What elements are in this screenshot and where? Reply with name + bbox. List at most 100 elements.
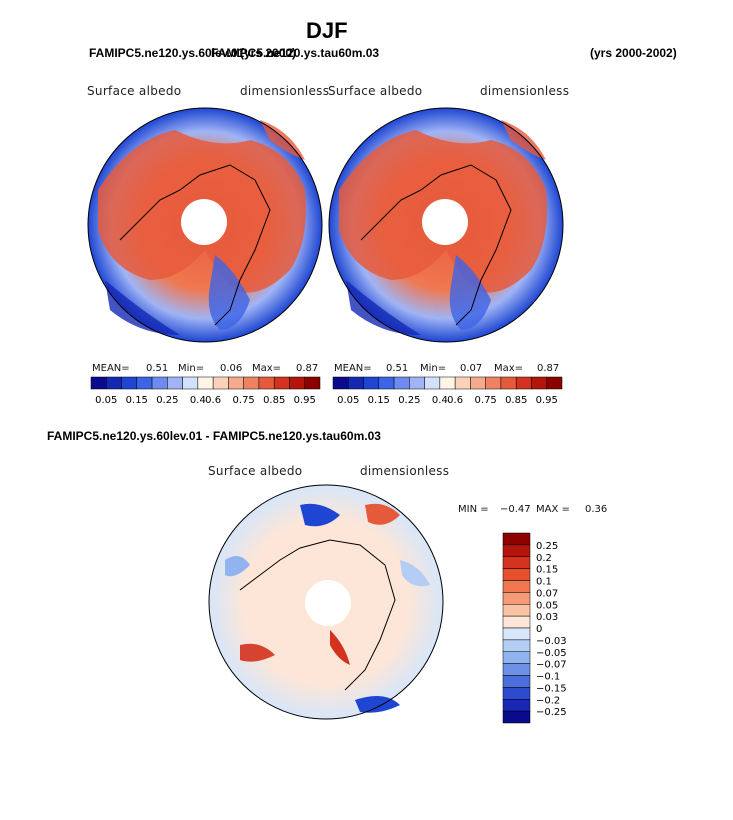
panel3-min-label: MIN = xyxy=(458,504,489,515)
colorbar-1-swatch xyxy=(121,376,138,390)
colorbar-2-tick-label: 0.75 xyxy=(475,395,497,406)
colorbar-diff-tick-label: 0.15 xyxy=(536,565,558,576)
polar-map-2 xyxy=(328,107,564,343)
colorbar-diff-swatch xyxy=(502,580,531,593)
colorbar-diff-swatch xyxy=(502,699,531,712)
colorbar-diff-tick-label: −0.2 xyxy=(536,695,560,706)
colorbar-1-tick-label: 0.4 xyxy=(190,395,206,406)
panel2-variable: Surface albedo xyxy=(328,84,423,98)
colorbar-2-swatch xyxy=(332,376,349,390)
panel3-units: dimensionless xyxy=(360,464,450,478)
panel1-min-label: Min= xyxy=(178,363,205,374)
colorbar-1-swatch xyxy=(167,376,183,390)
colorbar-diff: 0.250.20.150.10.070.050.030−0.03−0.05−0.… xyxy=(502,532,567,724)
colorbar-diff-tick-label: −0.05 xyxy=(536,648,567,659)
colorbar-1-swatch xyxy=(151,376,168,390)
polar-map-1 xyxy=(87,107,323,343)
panel1-case-label: FAMIPC5.ne120.ys.60lev.01 xyxy=(89,46,245,60)
colorbar-diff-swatch xyxy=(502,532,531,546)
colorbar-1-swatch xyxy=(304,376,321,390)
colorbar-2-tick-label: 0.25 xyxy=(398,395,420,406)
panel2-case-label: FAMIPC5.ne120.ys.tau60m.03 xyxy=(211,46,380,60)
panel2-units: dimensionless xyxy=(480,84,570,98)
colorbar-diff-swatch xyxy=(502,710,531,724)
colorbar-2-swatch xyxy=(515,376,532,390)
colorbar-diff-swatch xyxy=(502,651,531,664)
panel2-years-label: (yrs 2000-2002) xyxy=(590,46,677,60)
colorbar-2-tick-label: 0.05 xyxy=(337,395,359,406)
colorbar-2-swatch xyxy=(485,376,502,390)
page-title: DJF xyxy=(306,18,348,43)
panel2-max-label: Max= xyxy=(494,363,524,374)
colorbar-2-swatch xyxy=(470,376,486,390)
panel3-variable: Surface albedo xyxy=(208,464,303,478)
colorbar-1-swatch xyxy=(106,376,122,390)
colorbar-diff-swatch xyxy=(502,604,531,617)
panel1-max-value: 0.87 xyxy=(296,363,319,374)
colorbar-2-swatch xyxy=(378,376,395,390)
colorbar-1-tick-label: 0.75 xyxy=(233,395,255,406)
colorbar-panel-1: 0.05 0.15 0.25 0.4 0.6 0.75 0.85 0.95 xyxy=(90,376,321,406)
colorbar-diff-tick-label: 0 xyxy=(536,624,542,635)
colorbar-diff-swatch xyxy=(502,687,531,700)
colorbar-2-tick-label: 0.15 xyxy=(368,395,390,406)
colorbar-1-tick-label: 0.05 xyxy=(95,395,117,406)
colorbar-2-swatch xyxy=(531,376,547,390)
panel1-variable: Surface albedo xyxy=(87,84,182,98)
colorbar-2-swatch xyxy=(454,376,471,390)
colorbar-2-swatch xyxy=(424,376,441,390)
colorbar-1-tick-label: 0.15 xyxy=(126,395,148,406)
colorbar-diff-swatch xyxy=(502,627,531,641)
colorbar-2-tick-label: 0.4 xyxy=(432,395,448,406)
colorbar-2-swatch xyxy=(363,376,380,390)
panel1-units: dimensionless xyxy=(240,84,330,98)
colorbar-1-swatch xyxy=(273,376,290,390)
colorbar-2-swatch xyxy=(500,376,517,390)
panel2-mean-value: 0.51 xyxy=(386,363,409,374)
colorbar-2-tick-label: 0.95 xyxy=(536,395,558,406)
colorbar-diff-tick-label: 0.05 xyxy=(536,600,558,611)
colorbar-diff-tick-label: −0.25 xyxy=(536,707,567,718)
colorbar-1-swatch xyxy=(90,376,107,390)
panel2-min-label: Min= xyxy=(420,363,447,374)
panel2-mean-label: MEAN= xyxy=(334,363,372,374)
colorbar-1-swatch xyxy=(258,376,275,390)
panel1-min-value: 0.06 xyxy=(220,363,243,374)
panel2-min-value: 0.07 xyxy=(460,363,483,374)
colorbar-diff-swatch xyxy=(502,544,531,557)
colorbar-panel-2: 0.05 0.15 0.25 0.4 0.6 0.75 0.85 0.95 xyxy=(332,376,563,406)
colorbar-diff-tick-label: −0.1 xyxy=(536,672,560,683)
colorbar-diff-tick-label: 0.25 xyxy=(536,541,558,552)
colorbar-diff-tick-label: 0.03 xyxy=(536,612,558,623)
panel3-case-label: FAMIPC5.ne120.ys.60lev.01 - FAMIPC5.ne12… xyxy=(47,429,381,443)
colorbar-1-tick-label: 0.25 xyxy=(156,395,178,406)
colorbar-1-swatch xyxy=(197,376,214,390)
colorbar-diff-swatch xyxy=(502,615,531,629)
panel1-mean-value: 0.51 xyxy=(146,363,169,374)
colorbar-1-swatch xyxy=(289,376,305,390)
colorbar-1-tick-label: 0.6 xyxy=(205,395,221,406)
colorbar-diff-swatch xyxy=(502,568,531,581)
colorbar-diff-tick-label: 0.1 xyxy=(536,577,552,588)
colorbar-1-swatch xyxy=(228,376,244,390)
colorbar-diff-swatch xyxy=(502,556,531,569)
colorbar-1-swatch xyxy=(136,376,153,390)
colorbar-1-tick-label: 0.85 xyxy=(263,395,285,406)
polar-map-diff xyxy=(208,484,444,720)
colorbar-2-swatch xyxy=(393,376,410,390)
colorbar-2-swatch xyxy=(439,376,456,390)
panel3-min-value: −0.47 xyxy=(500,504,531,515)
colorbar-2-swatch xyxy=(546,376,563,390)
colorbar-diff-tick-label: −0.15 xyxy=(536,683,567,694)
colorbar-diff-swatch xyxy=(502,639,531,652)
colorbar-diff-tick-label: 0.07 xyxy=(536,588,558,599)
colorbar-diff-swatch xyxy=(502,663,531,676)
colorbar-diff-tick-label: 0.2 xyxy=(536,553,552,564)
colorbar-1-tick-label: 0.95 xyxy=(294,395,316,406)
colorbar-2-tick-label: 0.6 xyxy=(447,395,463,406)
colorbar-2-tick-label: 0.85 xyxy=(505,395,527,406)
colorbar-1-swatch xyxy=(212,376,229,390)
panel2-max-value: 0.87 xyxy=(537,363,560,374)
panel3-max-label: MAX = xyxy=(536,504,570,515)
